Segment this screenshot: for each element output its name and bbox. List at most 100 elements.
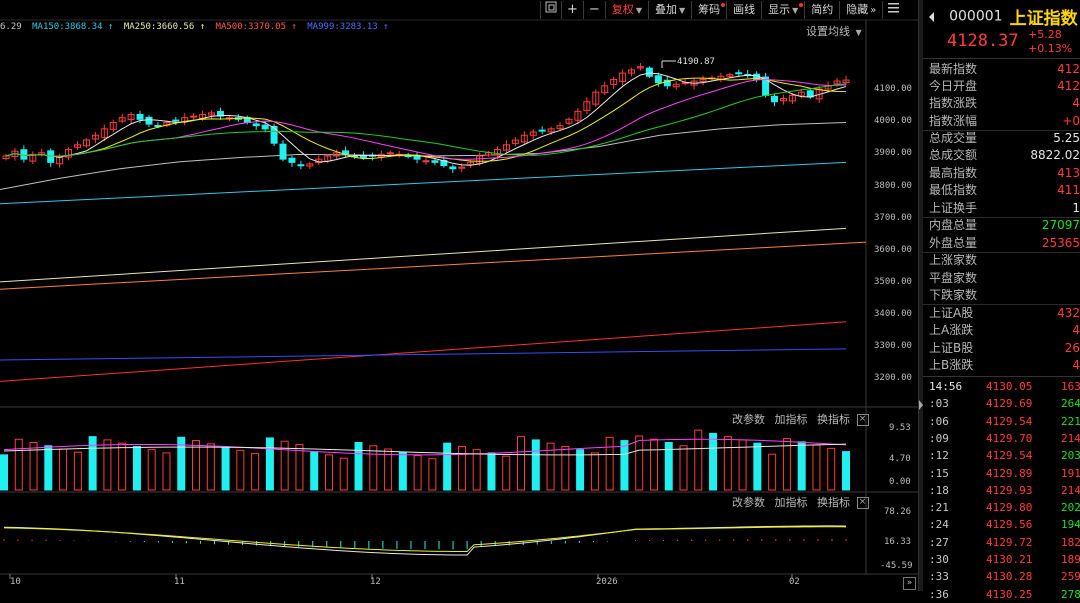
switch-indicator-button[interactable]: 换指标	[817, 496, 850, 509]
chips-button[interactable]: 筹码	[691, 1, 726, 19]
candle-body	[574, 110, 582, 121]
tick-price: 4129.72	[986, 535, 1033, 549]
volume-bar	[118, 442, 127, 491]
volume-bar	[14, 438, 23, 491]
tick-volume: 194	[1061, 518, 1080, 532]
scroll-right-button[interactable]: »	[903, 577, 916, 590]
volume-bar	[73, 451, 82, 491]
switch-indicator-button[interactable]: 换指标	[817, 413, 850, 426]
volume-bar	[236, 449, 245, 491]
overlay-button[interactable]: 叠加 ▼	[647, 1, 691, 19]
tick-row: :33 4130.28 259	[923, 568, 1080, 585]
candle-body	[127, 114, 135, 121]
display-button[interactable]: 显示 ▼	[761, 1, 804, 19]
chart-grid	[0, 19, 918, 579]
indicator-panel	[3, 525, 847, 556]
stat-label: 上涨家数	[929, 253, 978, 267]
candle-body	[288, 157, 296, 163]
volume-bar	[295, 443, 304, 491]
plus-icon[interactable]: +	[561, 1, 583, 19]
candle-body	[654, 75, 662, 84]
stat-label: 下跌家数	[929, 288, 978, 302]
set-ma-button[interactable]: 设置均线 ▼	[806, 25, 862, 38]
volume-bar	[561, 445, 570, 491]
time-tick: 02	[789, 577, 800, 587]
candle-body	[145, 116, 153, 125]
change-params-button[interactable]: 改参数	[732, 496, 765, 509]
stat-value: 411	[1057, 183, 1080, 197]
hamburger-menu-icon[interactable]	[882, 1, 904, 19]
price-change: +5.28	[1028, 28, 1062, 41]
volume-bar	[812, 444, 821, 491]
panel-splitter[interactable]	[918, 0, 924, 591]
ma-legend-item: MA999:3283.13 ↑	[307, 22, 389, 32]
price-tick: 3500.00	[874, 277, 912, 287]
divider	[923, 58, 1080, 59]
tick-time: :18	[929, 483, 949, 497]
stat-label: 外盘总量	[929, 236, 978, 250]
ma-legend-item: 6.29	[0, 22, 22, 32]
tick-price: 4129.89	[986, 466, 1033, 480]
candle-body	[797, 91, 805, 97]
stat-value: 5.25	[1053, 131, 1080, 145]
stat-value: 1	[1072, 201, 1080, 215]
candle-body	[333, 152, 341, 157]
candle-body	[636, 66, 644, 69]
add-indicator-button[interactable]: 加指标	[774, 413, 808, 426]
restore-rights-button[interactable]: 复权 ▼	[604, 1, 648, 19]
kline-chart[interactable]: 4190.87	[0, 0, 918, 591]
tick-price: 4130.28	[986, 570, 1033, 584]
tick-row: :09 4129.70 214	[923, 430, 1080, 447]
candle-body	[20, 149, 28, 160]
price-tick: 3300.00	[874, 341, 912, 351]
stat-row: 下跌家数	[929, 287, 1080, 304]
volume-bar	[59, 448, 68, 491]
candle-body	[779, 98, 787, 102]
tick-volume: 191	[1061, 466, 1080, 480]
volume-bar	[310, 451, 319, 491]
draw-line-button[interactable]: 画线	[726, 1, 761, 19]
minus-icon[interactable]: −	[582, 1, 605, 19]
candle-body	[73, 144, 81, 148]
candle-body	[118, 117, 126, 122]
chevron-down-icon: ▼	[855, 28, 862, 37]
simple-button[interactable]: 简约	[804, 1, 839, 19]
candle-body	[628, 69, 636, 74]
price-change-pct: +0.13%	[1028, 42, 1073, 55]
candle-body	[136, 114, 144, 120]
indicator-panel-controls: 改参数 加指标 换指标 ×	[732, 494, 869, 510]
stat-label: 平盘家数	[929, 271, 978, 285]
stat-label: 总成交额	[929, 148, 978, 162]
tick-volume: 182	[1061, 535, 1080, 549]
volume-tick: 0.00	[889, 477, 911, 487]
volume-bar	[694, 429, 703, 491]
tick-price: 4129.70	[986, 431, 1033, 445]
tick-time: :24	[929, 518, 949, 532]
window-icon[interactable]	[540, 1, 561, 19]
tick-row: :27 4129.72 182	[923, 534, 1080, 551]
stat-row: 上涨家数	[929, 252, 1080, 269]
change-params-button[interactable]: 改参数	[732, 413, 765, 426]
stat-label: 上证换手	[929, 201, 978, 215]
volume-tick: 4.70	[889, 454, 911, 464]
stat-row: 总成交额 8822.02	[929, 147, 1080, 164]
stat-value: +0	[1062, 114, 1080, 128]
back-arrow-icon[interactable]	[929, 11, 934, 22]
candle-body	[208, 112, 216, 116]
stat-value: 4	[1072, 358, 1080, 372]
close-icon[interactable]: ×	[856, 497, 869, 509]
hide-button[interactable]: 隐藏»	[839, 1, 882, 19]
candle-body	[252, 123, 260, 127]
stat-label: 内盘总量	[929, 218, 978, 232]
chart-toolbar: + − 复权 ▼ 叠加 ▼ 筹码 画线 显示 ▼ 简约 隐藏»	[540, 0, 904, 20]
volume-bar	[206, 443, 215, 491]
add-indicator-button[interactable]: 加指标	[774, 496, 808, 509]
candle-body	[190, 115, 198, 118]
stat-row: 最新指数 412	[929, 61, 1080, 78]
candle-body	[65, 149, 73, 158]
close-icon[interactable]: ×	[856, 414, 869, 426]
volume-bar	[709, 432, 718, 491]
volume-bars	[0, 429, 850, 491]
stat-row: 外盘总量 25365	[929, 235, 1080, 252]
candle-body	[502, 144, 510, 151]
